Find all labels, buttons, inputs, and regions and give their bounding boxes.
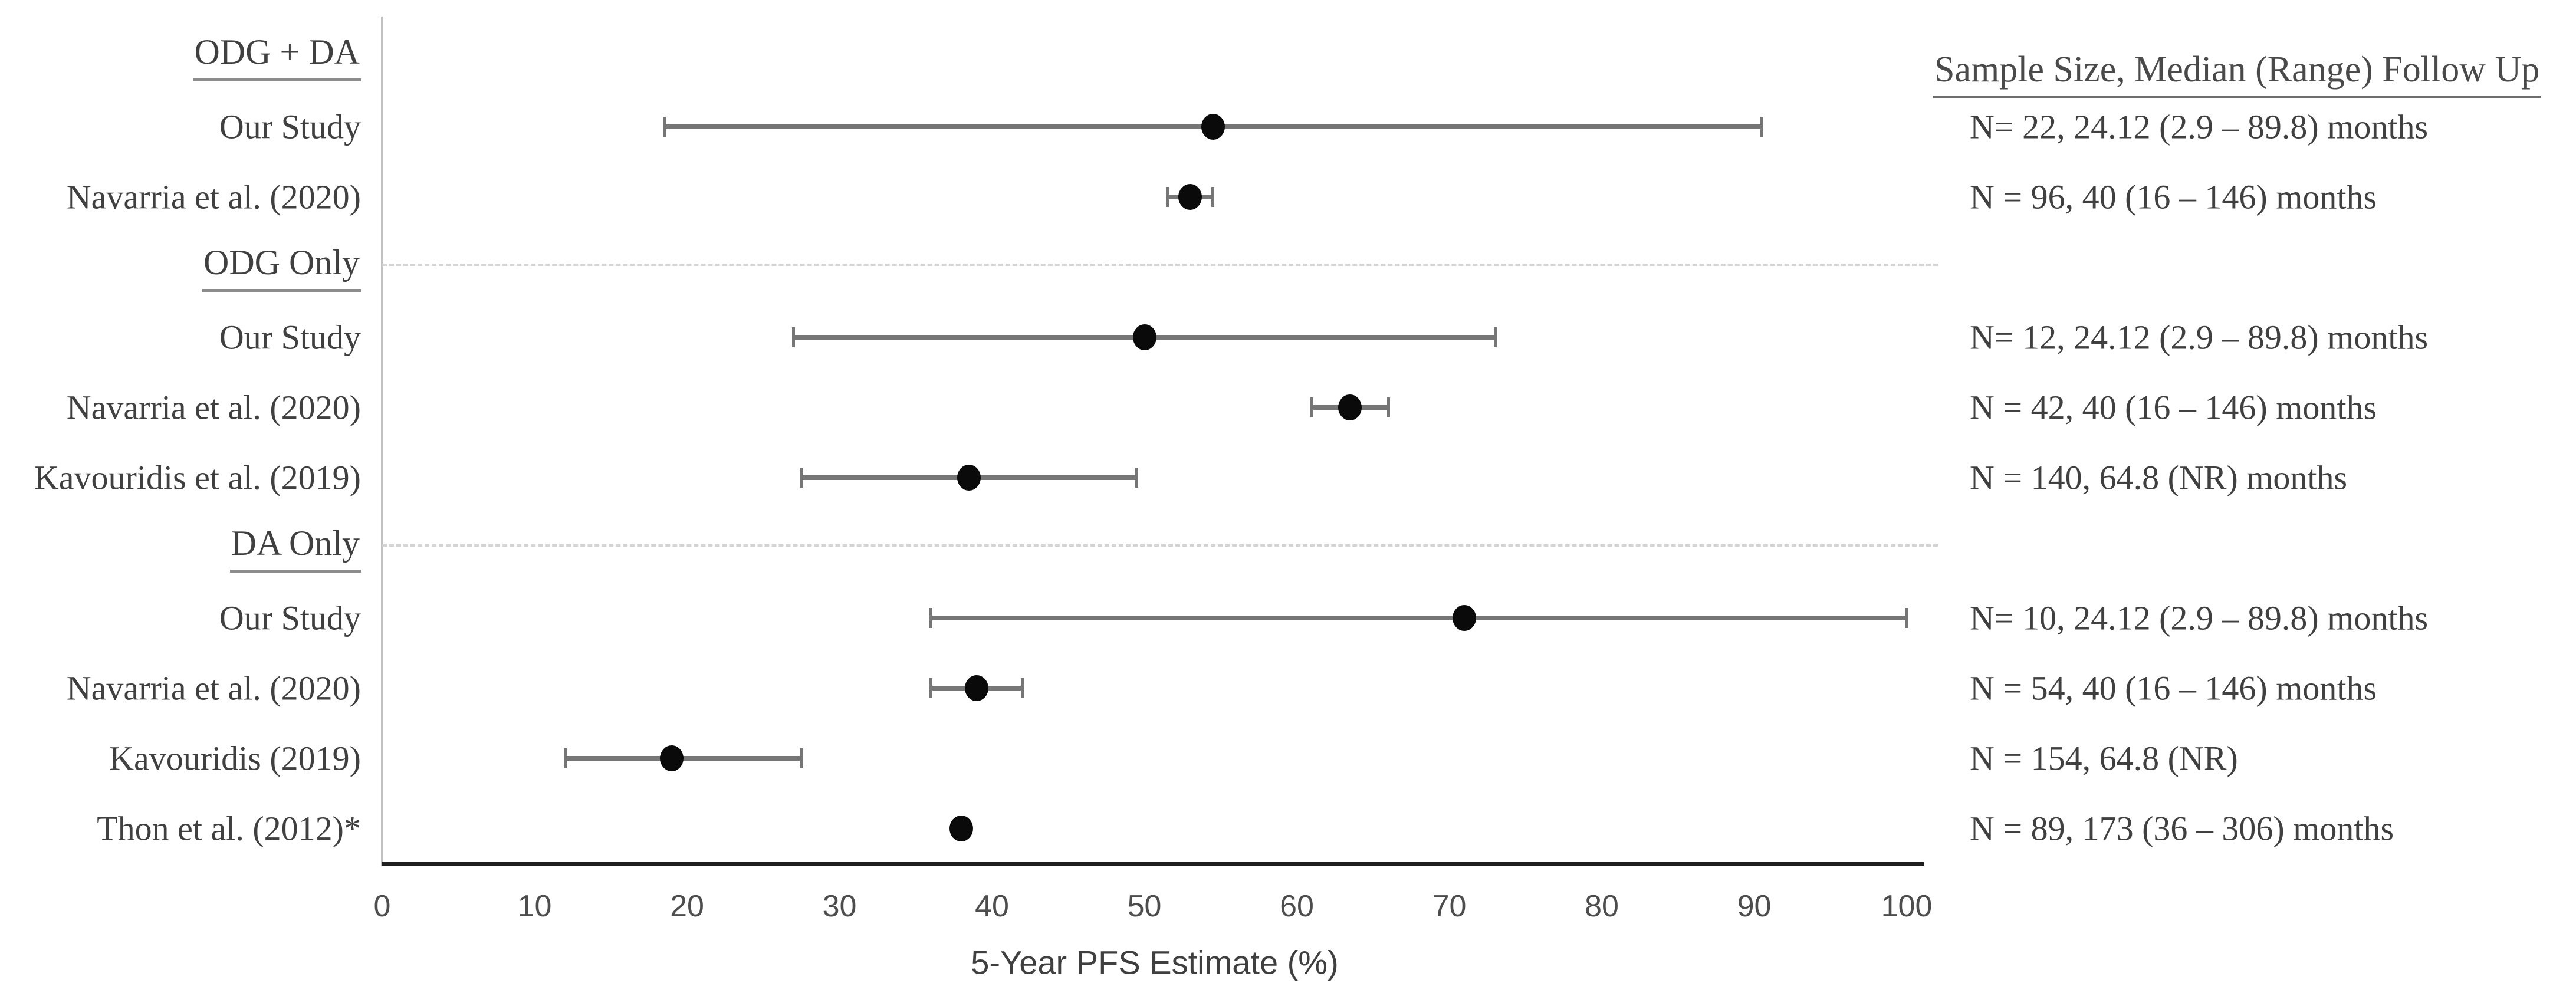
ci-cap-high: [1905, 608, 1908, 628]
group-header: ODG + DA: [0, 32, 361, 81]
ci-cap-low: [929, 608, 933, 628]
point-marker: [1453, 605, 1477, 631]
x-tick-label: 70: [1432, 889, 1467, 923]
group-separator-dashed-line: [382, 544, 1938, 547]
group-separator-dashed-line: [382, 264, 1938, 266]
study-label: Kavouridis (2019): [109, 739, 361, 778]
study-label: Kavouridis et al. (2019): [34, 458, 361, 497]
x-tick-label: 0: [373, 889, 391, 923]
ci-cap-low: [792, 327, 796, 347]
study-label: Navarria et al. (2020): [66, 388, 361, 427]
study-label: Our Study: [219, 599, 361, 637]
followup-text: N = 140, 64.8 (NR) months: [1970, 458, 2348, 497]
followup-column-header: Sample Size, Median (Range) Follow Up: [1933, 49, 2541, 98]
group-header: DA Only: [0, 523, 361, 573]
followup-column-header-text: Sample Size, Median (Range) Follow Up: [1933, 49, 2541, 98]
ci-cap-low: [1165, 187, 1169, 207]
x-tick-label: 10: [517, 889, 552, 923]
ci-cap-low: [929, 678, 933, 698]
group-header: ODG Only: [0, 242, 361, 292]
ci-cap-low: [800, 468, 803, 488]
followup-text: N = 89, 173 (36 – 306) months: [1970, 809, 2394, 848]
point-marker: [1201, 114, 1225, 140]
group-header-text: DA Only: [229, 523, 361, 573]
followup-text: N= 12, 24.12 (2.9 – 89.8) months: [1970, 318, 2429, 357]
ci-cap-low: [563, 748, 567, 768]
followup-text: N = 96, 40 (16 – 146) months: [1970, 177, 2377, 216]
followup-text: N= 22, 24.12 (2.9 – 89.8) months: [1970, 107, 2429, 146]
point-marker: [965, 675, 989, 701]
x-tick-label: 20: [670, 889, 704, 923]
study-label: Thon et al. (2012)*: [97, 809, 361, 848]
followup-text: N= 10, 24.12 (2.9 – 89.8) months: [1970, 599, 2429, 637]
error-bar: [931, 616, 1907, 620]
ci-cap-low: [1310, 397, 1314, 417]
y-axis-line: [381, 17, 383, 866]
x-tick-label: 90: [1737, 889, 1772, 923]
x-tick-label: 30: [822, 889, 857, 923]
followup-text: N = 54, 40 (16 – 146) months: [1970, 669, 2377, 708]
study-label: Our Study: [219, 318, 361, 357]
point-marker: [949, 816, 974, 841]
x-tick-label: 100: [1881, 889, 1933, 923]
x-tick-label: 60: [1280, 889, 1314, 923]
followup-text: N = 42, 40 (16 – 146) months: [1970, 388, 2377, 427]
x-tick-label: 80: [1585, 889, 1619, 923]
x-axis-title: 5-Year PFS Estimate (%): [971, 943, 1339, 981]
point-marker: [957, 465, 981, 491]
ci-cap-high: [800, 748, 803, 768]
ci-cap-high: [1021, 678, 1024, 698]
point-marker: [1178, 184, 1202, 210]
x-tick-label: 50: [1127, 889, 1162, 923]
study-label: Navarria et al. (2020): [66, 177, 361, 216]
group-header-text: ODG Only: [202, 242, 361, 292]
x-tick-label: 40: [975, 889, 1009, 923]
ci-cap-high: [1760, 117, 1763, 137]
ci-cap-low: [662, 117, 666, 137]
ci-cap-high: [1211, 187, 1215, 207]
study-label: Navarria et al. (2020): [66, 669, 361, 708]
study-label: Our Study: [219, 107, 361, 146]
followup-text: N = 154, 64.8 (NR): [1970, 739, 2238, 778]
ci-cap-high: [1135, 468, 1139, 488]
x-axis-line: [382, 862, 1924, 866]
group-header-text: ODG + DA: [193, 32, 361, 81]
ci-cap-high: [1386, 397, 1390, 417]
ci-cap-high: [1493, 327, 1497, 347]
point-marker: [1338, 394, 1362, 420]
point-marker: [1132, 324, 1156, 350]
point-marker: [660, 745, 684, 771]
